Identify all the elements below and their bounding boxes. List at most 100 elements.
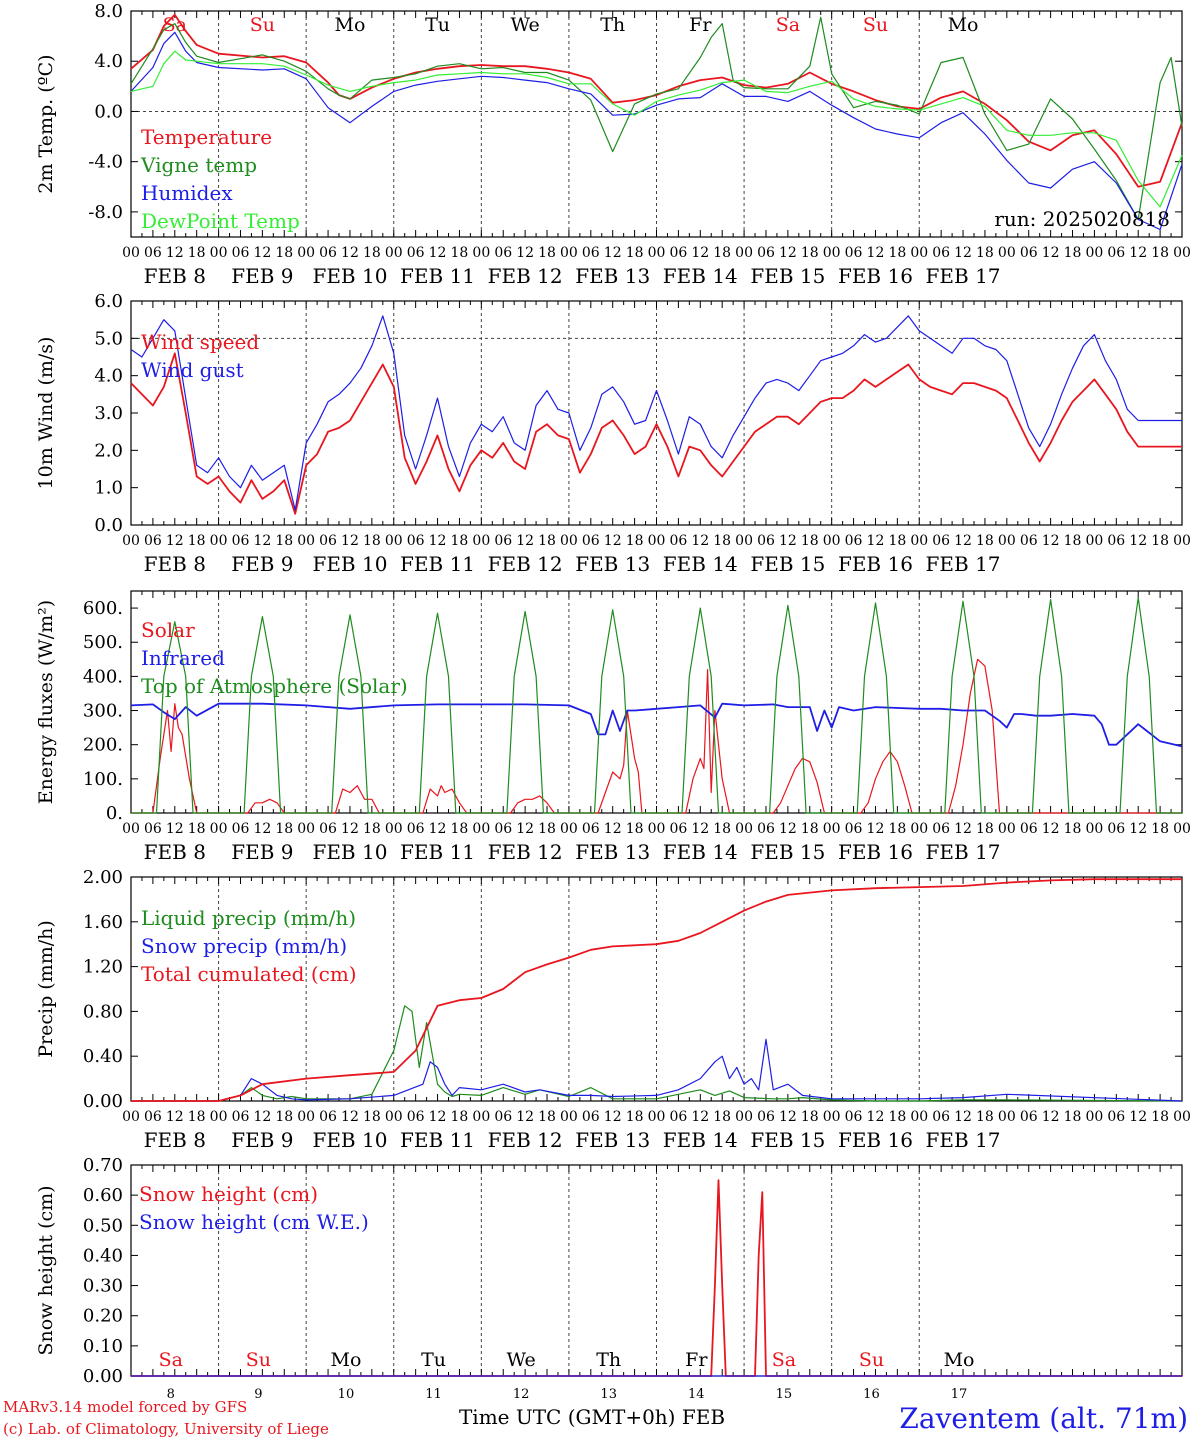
hour-tick-label: 06 bbox=[1107, 245, 1125, 261]
y-tick-label: 1.20 bbox=[83, 957, 123, 978]
y-tick-label: 6.0 bbox=[94, 291, 123, 312]
y-tick-label: 3.0 bbox=[94, 403, 123, 424]
x-axis-label: Time UTC (GMT+0h) FEB bbox=[459, 1405, 725, 1429]
day-number-label: 15 bbox=[776, 1387, 793, 1402]
date-label: FEB 12 bbox=[488, 264, 563, 288]
hour-tick-label: 12 bbox=[516, 821, 534, 837]
y-axis-label: Snow height (cm) bbox=[35, 1185, 57, 1355]
hour-tick-label: 18 bbox=[188, 533, 206, 549]
hour-tick-label: 12 bbox=[1129, 821, 1147, 837]
day-of-week-label: We bbox=[507, 1349, 536, 1371]
day-of-week-label: Su bbox=[250, 14, 275, 36]
series-line-wind-speed bbox=[130, 352, 1182, 515]
hour-tick-label: 12 bbox=[516, 1109, 534, 1125]
y-tick-label: 0.00 bbox=[83, 1366, 123, 1387]
day-number-label: 14 bbox=[688, 1387, 705, 1402]
hour-tick-label: 06 bbox=[757, 533, 775, 549]
hour-tick-label: 00 bbox=[1086, 245, 1104, 261]
hour-tick-label: 00 bbox=[472, 821, 490, 837]
date-label: FEB 15 bbox=[750, 264, 825, 288]
hour-tick-label: 06 bbox=[669, 1109, 687, 1125]
hour-tick-label: 00 bbox=[560, 821, 578, 837]
hour-tick-label: 00 bbox=[472, 533, 490, 549]
hour-tick-label: 00 bbox=[385, 821, 403, 837]
hour-tick-label: 00 bbox=[823, 533, 841, 549]
hour-tick-label: 12 bbox=[429, 245, 447, 261]
hour-tick-label: 12 bbox=[1129, 533, 1147, 549]
hour-tick-label: 06 bbox=[494, 821, 512, 837]
hour-tick-label: 12 bbox=[867, 245, 885, 261]
hour-tick-label: 18 bbox=[888, 821, 906, 837]
hour-tick-label: 18 bbox=[275, 821, 293, 837]
date-label: FEB 13 bbox=[575, 1128, 650, 1152]
hour-tick-label: 06 bbox=[932, 533, 950, 549]
day-number-label: 11 bbox=[425, 1387, 442, 1402]
hour-tick-label: 06 bbox=[144, 1109, 162, 1125]
hour-tick-label: 06 bbox=[144, 821, 162, 837]
hour-tick-label: 00 bbox=[823, 1109, 841, 1125]
hour-tick-label: 18 bbox=[976, 245, 994, 261]
hour-tick-label: 00 bbox=[735, 821, 753, 837]
y-tick-label: 4.0 bbox=[94, 51, 123, 72]
hour-tick-label: 00 bbox=[910, 245, 928, 261]
date-label: FEB 12 bbox=[488, 552, 563, 576]
hour-tick-label: 18 bbox=[275, 245, 293, 261]
hour-tick-label: 06 bbox=[582, 533, 600, 549]
date-label: FEB 15 bbox=[750, 552, 825, 576]
hour-tick-label: 12 bbox=[341, 1109, 359, 1125]
hour-tick-label: 00 bbox=[560, 533, 578, 549]
hour-tick-label: 12 bbox=[516, 533, 534, 549]
hour-tick-label: 06 bbox=[932, 1109, 950, 1125]
date-label: FEB 14 bbox=[663, 264, 738, 288]
legend-entry: Infrared bbox=[141, 646, 225, 670]
y-tick-label: 0.0 bbox=[94, 101, 123, 122]
day-of-week-label: Sa bbox=[772, 1349, 796, 1371]
lab-credit: (c) Lab. of Climatology, University of L… bbox=[3, 1420, 329, 1438]
day-of-week-label: Mo bbox=[335, 14, 366, 36]
hour-tick-label: 12 bbox=[954, 533, 972, 549]
hour-tick-label: 12 bbox=[429, 821, 447, 837]
hour-tick-label: 12 bbox=[341, 245, 359, 261]
hour-tick-label: 12 bbox=[867, 821, 885, 837]
y-axis-label: Precip (mm/h) bbox=[35, 920, 57, 1058]
hour-tick-label: 18 bbox=[801, 245, 819, 261]
hour-tick-label: 00 bbox=[122, 245, 140, 261]
hour-tick-label: 18 bbox=[363, 245, 381, 261]
hour-tick-label: 12 bbox=[166, 821, 184, 837]
hour-tick-label: 00 bbox=[560, 1109, 578, 1125]
series-line-dewpoint-temp bbox=[130, 50, 1183, 208]
hour-tick-label: 18 bbox=[626, 245, 644, 261]
hour-tick-label: 00 bbox=[648, 533, 666, 549]
hour-tick-label: 06 bbox=[319, 245, 337, 261]
hour-tick-label: 12 bbox=[516, 245, 534, 261]
hour-tick-label: 00 bbox=[1173, 821, 1191, 837]
hour-tick-label: 18 bbox=[538, 533, 556, 549]
series-line-vigne-temp bbox=[130, 16, 1183, 220]
day-of-week-label: Mo bbox=[331, 1349, 362, 1371]
y-axis-label: Energy fluxes (W/m²) bbox=[35, 600, 57, 804]
series-line-total-cumulated-cm bbox=[131, 878, 1182, 1102]
series-line-humidex bbox=[130, 31, 1183, 231]
hour-tick-label: 00 bbox=[122, 533, 140, 549]
hour-tick-label: 06 bbox=[669, 245, 687, 261]
hour-tick-label: 12 bbox=[1129, 1109, 1147, 1125]
date-label: FEB 10 bbox=[312, 840, 387, 864]
date-label: FEB 14 bbox=[663, 552, 738, 576]
date-label: FEB 16 bbox=[838, 264, 913, 288]
date-label: FEB 13 bbox=[575, 552, 650, 576]
hour-tick-label: 00 bbox=[210, 245, 228, 261]
hour-tick-label: 12 bbox=[954, 1109, 972, 1125]
hour-tick-label: 12 bbox=[1042, 821, 1060, 837]
hour-tick-label: 06 bbox=[232, 245, 250, 261]
date-label: FEB 8 bbox=[144, 552, 206, 576]
y-tick-label: 0.70 bbox=[83, 1155, 123, 1176]
hour-tick-label: 00 bbox=[735, 533, 753, 549]
hour-tick-label: 06 bbox=[1107, 1109, 1125, 1125]
date-label: FEB 17 bbox=[926, 840, 1001, 864]
legend-entry: Wind speed bbox=[141, 330, 259, 354]
hour-tick-label: 00 bbox=[910, 1109, 928, 1125]
date-label: FEB 13 bbox=[575, 264, 650, 288]
y-tick-label: 2.00 bbox=[83, 867, 123, 888]
series-line-top-of-atmosphere-solar bbox=[131, 597, 1182, 814]
